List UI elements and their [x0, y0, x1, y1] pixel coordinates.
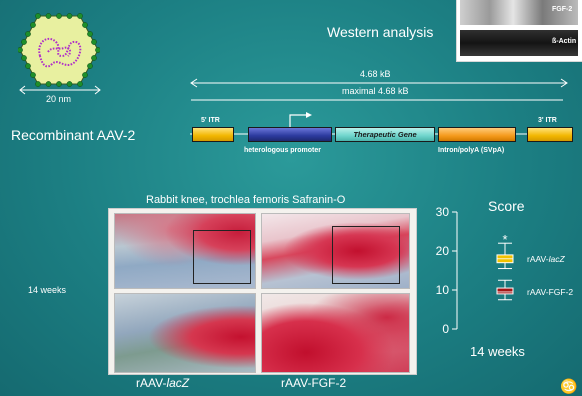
polyA-segment	[438, 127, 516, 142]
chart-xlabel: 14 weeks	[470, 344, 525, 359]
size-label: 4.68 kB	[360, 69, 391, 79]
y-tick-label: 30	[436, 205, 450, 219]
itr-5-segment	[192, 127, 234, 142]
col-label-lacz-gene: lacZ	[166, 376, 189, 390]
histology-lacz-high-mag	[114, 293, 256, 373]
scale-label: 20 nm	[46, 94, 71, 104]
series-label: rAAV-lacZ	[527, 254, 565, 264]
itr-3-segment	[527, 127, 573, 142]
y-tick-label: 0	[442, 322, 449, 336]
col-label-lacz: rAAV-lacZ	[136, 376, 189, 390]
max-size-bracket	[191, 98, 563, 102]
series-label: rAAV-FGF-2	[527, 287, 573, 297]
histology-panel	[108, 208, 417, 375]
col-label-lacz-prefix: rAAV-	[136, 376, 166, 390]
blot-label-actin: ß-Actin	[552, 38, 576, 45]
box-fgf2	[497, 288, 513, 294]
timepoint-label: 14 weeks	[28, 285, 66, 295]
significance-marker: *	[502, 232, 507, 247]
construct-name: Recombinant AAV-2	[11, 127, 135, 143]
zoom-inset-box	[332, 226, 400, 284]
histology-fgf2-high-mag	[261, 293, 410, 373]
itr-3-label: 3' ITR	[538, 117, 557, 124]
col-label-fgf2: rAAV-FGF-2	[281, 376, 346, 390]
y-tick-label: 20	[436, 244, 450, 258]
y-tick-label: 10	[436, 283, 450, 297]
university-logo: ♋	[560, 378, 577, 395]
histology-title: Rabbit knee, trochlea femoris Safranin-O	[146, 194, 345, 206]
histology-fgf2-low-mag	[261, 213, 410, 289]
therapeutic-gene-segment: Therapeutic Gene	[335, 127, 435, 142]
zoom-inset-box	[193, 230, 251, 284]
score-boxplot: 30 20 10 0 rAAV-lacZ rAAV-FGF-2 *	[430, 204, 582, 346]
blot-label-fgf2: FGF-2	[552, 6, 572, 13]
histology-lacz-low-mag	[114, 213, 256, 289]
promoter-label: heterologous promoter	[244, 147, 321, 154]
max-size-label: maximal 4.68 kB	[342, 86, 409, 96]
western-title: Western analysis	[327, 24, 433, 40]
polyA-label: Intron/polyA (SVpA)	[438, 147, 504, 154]
promoter-segment	[248, 127, 332, 142]
aav-particle-diagram	[18, 12, 100, 88]
itr-5-label: 5' ITR	[201, 117, 220, 124]
transcription-start-arrow	[284, 110, 314, 128]
